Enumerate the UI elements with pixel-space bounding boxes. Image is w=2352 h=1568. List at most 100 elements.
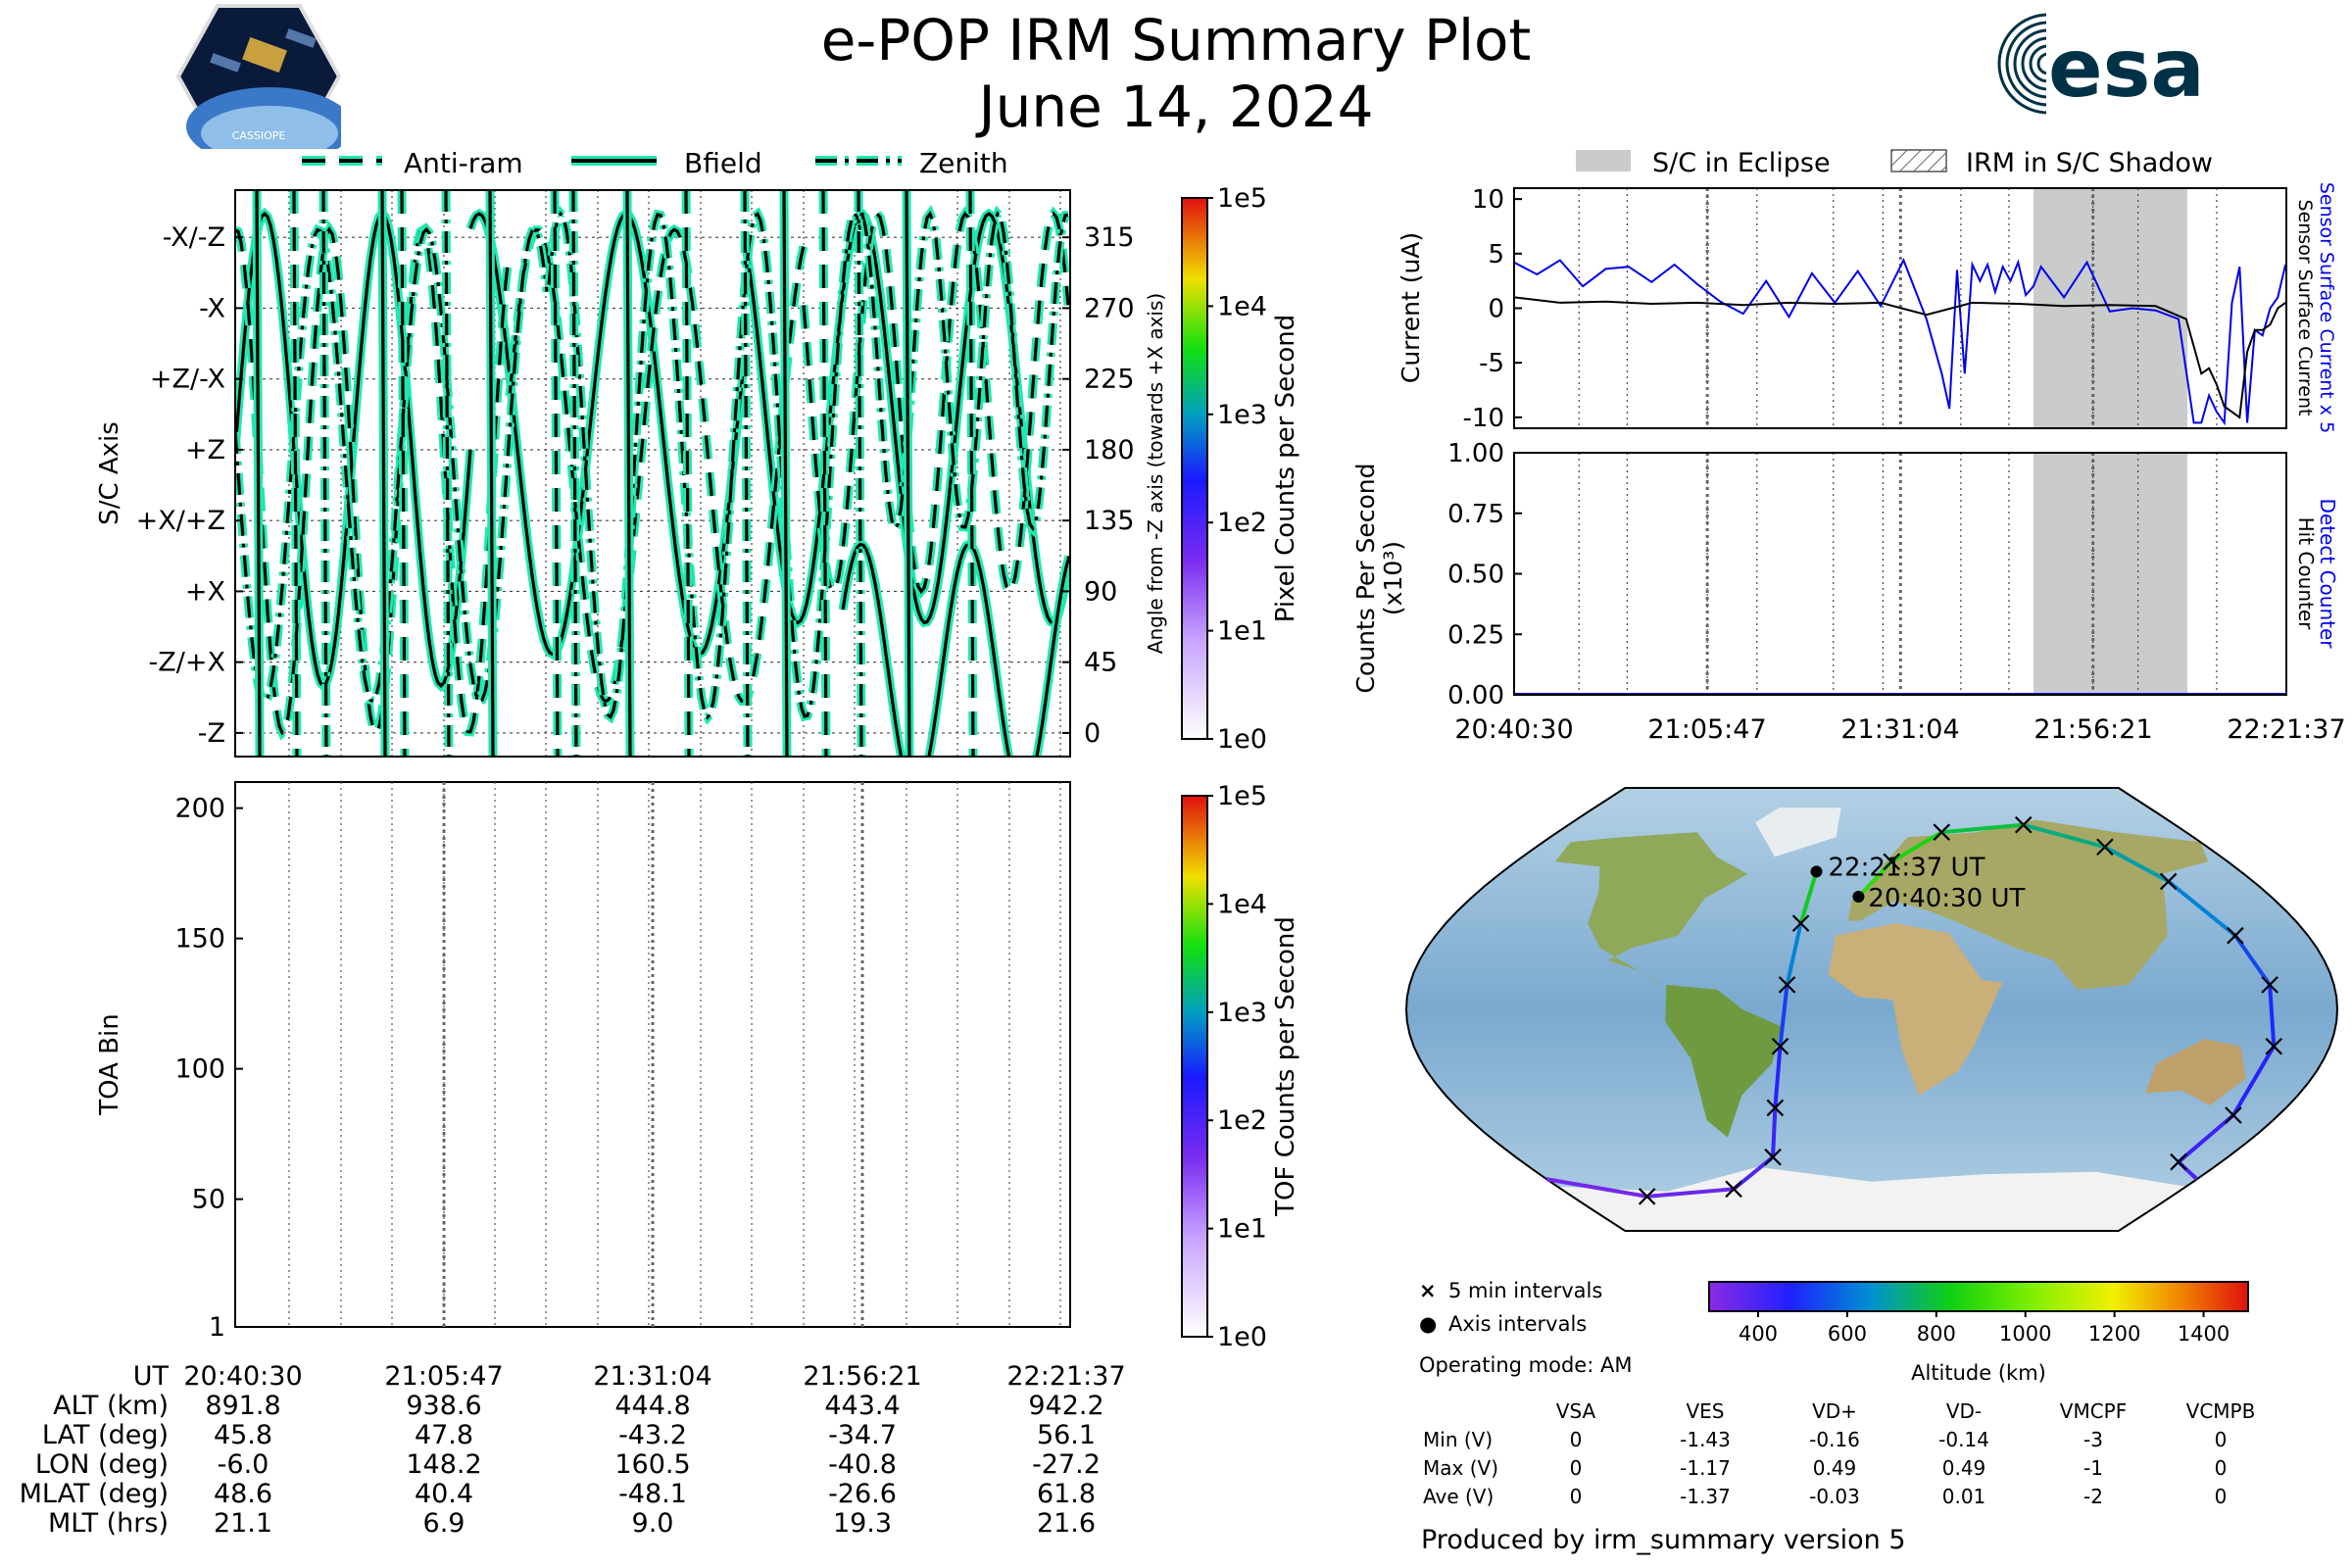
five-min-marker: [1766, 1099, 1785, 1117]
counts-tick-label: 0.50: [1447, 561, 1504, 590]
track-segment: [1771, 1107, 1778, 1157]
sc-axis-tick-label-left: -Z/+X: [149, 648, 225, 678]
ephemeris-cell: 9.0: [631, 1508, 674, 1539]
five-min-marker: [2227, 926, 2244, 945]
esa-logo: esa: [1997, 12, 2205, 116]
footer-text: Produced by irm_summary version 5: [1421, 1525, 1906, 1555]
ephemeris-row-label: MLT (hrs): [47, 1508, 169, 1539]
track-segment: [2268, 984, 2277, 1047]
zenith-line: [857, 190, 863, 757]
ephemeris-cell: 160.5: [614, 1449, 691, 1480]
voltage-table-cell: 0: [2214, 1485, 2228, 1508]
sensor-current-x5-line: [1514, 258, 2286, 426]
x-marker-icon: ×: [1419, 1279, 1437, 1302]
ephemeris-cell: -26.6: [828, 1479, 897, 1509]
sc-axis-tick-label-left: -Z: [198, 718, 225, 749]
counts-xtick-label: 21:31:04: [1840, 714, 1959, 745]
ephemeris-cell: 6.9: [422, 1508, 466, 1539]
current-right-label-2: Sensor Surface Current: [2294, 200, 2316, 416]
sc-axis-tick-label-left: -X: [199, 293, 225, 323]
ephemeris-row-label: LAT (deg): [41, 1420, 169, 1450]
colorbar-tick-label: 1e1: [1217, 616, 1267, 647]
bfield-line: [625, 190, 632, 757]
five-min-marker: [2170, 1152, 2187, 1171]
ephemeris-cell: 21.6: [1036, 1508, 1097, 1539]
track-segment: [2023, 822, 2106, 850]
tof-colorbar: 1e0 1e1 1e2 1e3 1e4 1e5 TOF Counts per Second: [1181, 784, 1300, 1352]
five-min-marker: [1771, 1037, 1789, 1055]
counts-tick-label: 0.00: [1447, 681, 1504, 710]
legend-label-eclipse: S/C in Eclipse: [1652, 148, 1831, 178]
bfield-line: [782, 190, 789, 757]
current-ylabel: Current (uA): [1396, 232, 1425, 383]
sc-axis-tick-label-right: 315: [1084, 222, 1135, 253]
five-min-marker: [1764, 1148, 1782, 1166]
anti-ram-line: [821, 190, 828, 757]
voltage-table-cell: -0.03: [1809, 1485, 1860, 1508]
five-min-marker: [1791, 914, 1810, 932]
five-min-marker: [2261, 976, 2278, 994]
ephemeris-cell: 48.6: [213, 1479, 273, 1509]
anti-ram-line: [400, 190, 407, 757]
counts-tick-label: 0.25: [1447, 620, 1504, 650]
altitude-tick-label: 400: [1739, 1322, 1778, 1346]
voltage-table-cell: Min (V): [1423, 1428, 1494, 1451]
ephemeris-cell: -27.2: [1032, 1449, 1101, 1480]
altitude-tick-label: 600: [1828, 1322, 1867, 1346]
counts-tick-label: 0.75: [1447, 500, 1504, 529]
voltage-table-cell: -0.16: [1809, 1428, 1860, 1451]
track-segment: [2231, 1045, 2276, 1116]
ephemeris-column: 21:31:04 444.8 -43.2 160.5 -48.1 9.0: [555, 1360, 751, 1539]
toa-tick-label: 1: [209, 1312, 225, 1343]
bfield-line: [380, 190, 387, 757]
voltage-table-cell: -0.14: [1938, 1428, 1989, 1451]
colorbar-tick-label: 1e3: [1217, 400, 1267, 430]
ephemeris-cell: 891.8: [205, 1391, 281, 1421]
ephemeris-cell: 148.2: [406, 1449, 482, 1480]
track-segment: [1785, 922, 1803, 986]
five-min-marker: [1638, 1188, 1656, 1205]
ephemeris-cell: 938.6: [406, 1391, 482, 1421]
five-min-marker: [1725, 1180, 1742, 1199]
legend-axis-label: Axis intervals: [1448, 1312, 1588, 1336]
voltage-table-cell: -1: [2083, 1456, 2103, 1480]
colorbar-tick-label: 1e5: [1217, 784, 1267, 811]
track-segment: [2177, 1113, 2235, 1164]
ephemeris-column: 22:21:37 942.2 56.1 -27.2 61.8 21.6: [968, 1360, 1164, 1539]
current-right-label-1: Sensor Surface Current x 5: [2316, 182, 2337, 433]
voltage-table-cell: 0.49: [1941, 1456, 1986, 1480]
legend-item-zenith: Zenith: [815, 147, 1008, 179]
ephemeris-cell: 21:56:21: [803, 1361, 922, 1392]
legend-label-bfield: Bfield: [684, 147, 762, 179]
colorbar-tick-label: 1e1: [1217, 1214, 1267, 1245]
counts-tick-label: 1.00: [1447, 439, 1504, 468]
track-start-label: 20:40:30 UT: [1868, 884, 2025, 913]
eclipse-band: [2033, 188, 2188, 428]
zenith-line: [444, 190, 451, 757]
toa-tick-label: 200: [174, 794, 225, 824]
five-min-marker: [1778, 976, 1796, 994]
current-counts-charts: 10 5 0 -5 -10 Current (uA) Sensor Surface Cu…: [1352, 182, 2346, 745]
voltage-table-cell: 0.01: [1941, 1485, 1986, 1508]
sensor-current-line: [1514, 296, 2286, 419]
altitude-tick-label: 1400: [2178, 1322, 2230, 1346]
track-segment: [2233, 934, 2272, 987]
continent: [1555, 832, 1748, 990]
ephemeris-cell: 21:31:04: [593, 1361, 712, 1392]
voltage-table-cell: 0: [1569, 1456, 1583, 1480]
anti-ram-line: [968, 190, 975, 757]
voltage-table-cell: Ave (V): [1423, 1485, 1494, 1508]
zenith-line: [321, 190, 328, 757]
voltage-table-cell: -1.17: [1680, 1456, 1731, 1480]
track-segment: [2103, 845, 2170, 884]
continent: [1665, 984, 1782, 1138]
sc-axis-tick-label-left: +X/+Z: [136, 506, 225, 536]
current-tick-label: -10: [1463, 404, 1504, 433]
ground-track-markers: [1638, 815, 2283, 1205]
bfield-line: [905, 190, 911, 757]
ephemeris-cell: 942.2: [1028, 1391, 1104, 1421]
operating-mode: Operating mode: AM: [1419, 1353, 1633, 1377]
track-segment: [2167, 879, 2237, 938]
continent: [1848, 819, 2209, 990]
continent: [1557, 1166, 2186, 1231]
